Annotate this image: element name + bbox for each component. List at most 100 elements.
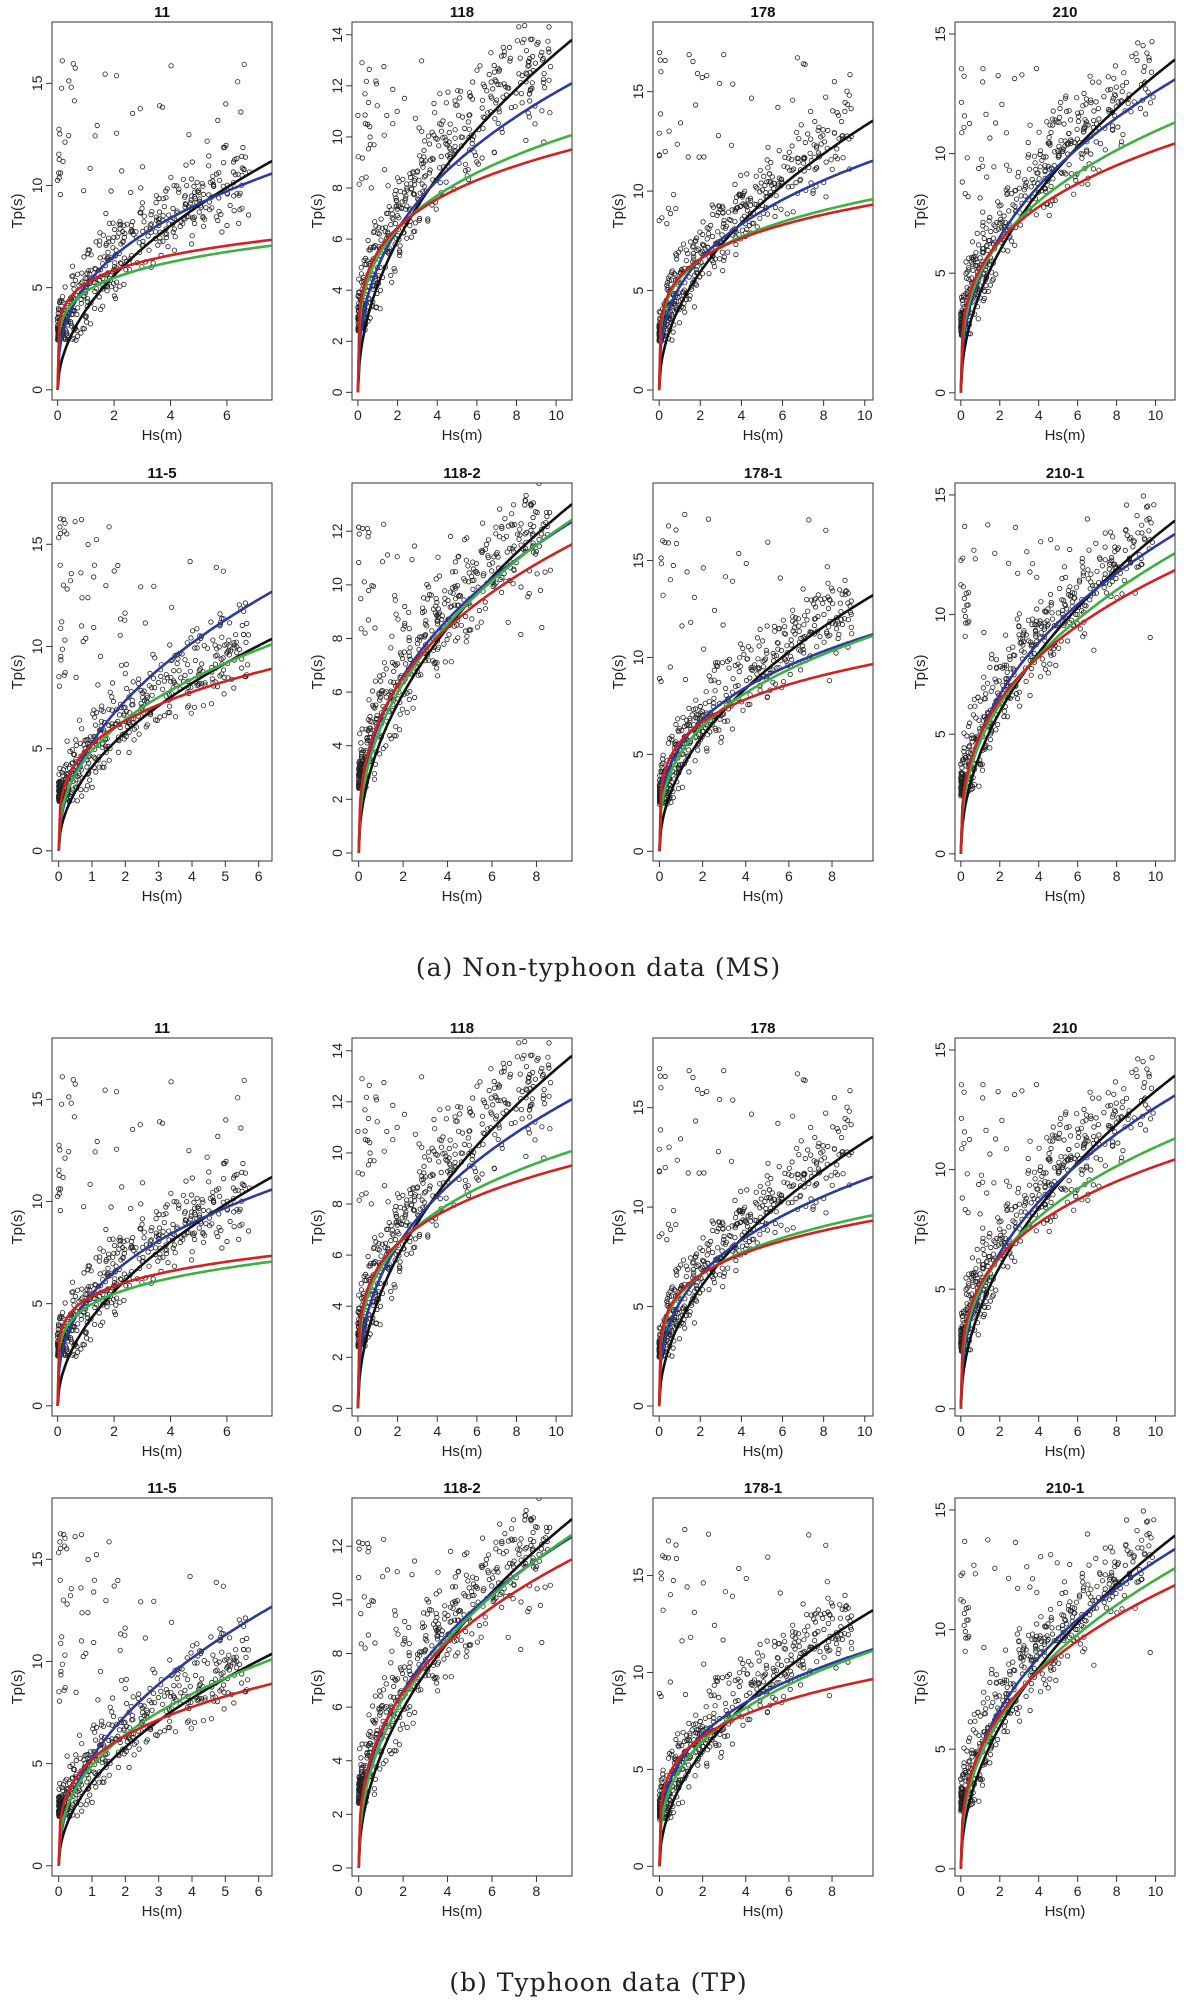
- data-point: [657, 131, 661, 135]
- data-point: [184, 163, 188, 167]
- data-point: [463, 162, 467, 166]
- plot-frame: [955, 483, 1175, 861]
- data-point: [363, 92, 367, 96]
- data-point: [356, 155, 360, 159]
- data-point: [189, 1217, 193, 1221]
- data-point: [506, 620, 510, 624]
- data-point: [171, 206, 175, 210]
- data-point: [1076, 119, 1080, 123]
- x-tick-label: 4: [738, 407, 746, 423]
- data-point: [739, 173, 743, 177]
- plot-frame: [955, 22, 1175, 400]
- data-point: [153, 230, 157, 234]
- data-point: [192, 190, 196, 194]
- data-point: [737, 551, 741, 555]
- data-point: [140, 1217, 144, 1221]
- data-point: [960, 131, 964, 135]
- y-tick-label: 0: [29, 386, 45, 394]
- data-point: [167, 213, 171, 217]
- data-point: [835, 147, 839, 151]
- data-point: [81, 639, 85, 643]
- data-point: [693, 759, 697, 763]
- plot-frame: [52, 22, 272, 400]
- data-point: [94, 537, 98, 541]
- x-axis-label: Hs(m): [743, 888, 784, 905]
- data-point: [544, 476, 548, 480]
- data-point: [62, 673, 66, 677]
- data-point: [971, 713, 975, 717]
- data-point: [150, 1226, 154, 1230]
- data-point: [80, 271, 84, 275]
- data-point: [529, 528, 533, 532]
- data-point: [104, 1227, 108, 1231]
- data-point: [462, 126, 466, 130]
- data-point: [154, 1216, 158, 1220]
- data-point: [166, 244, 170, 248]
- data-point: [400, 200, 404, 204]
- data-point: [698, 230, 702, 234]
- data-point: [1092, 109, 1096, 113]
- data-point: [1106, 88, 1110, 92]
- data-point: [193, 658, 197, 662]
- data-point: [668, 665, 672, 669]
- data-point: [712, 696, 716, 700]
- fit-curve-red: [660, 664, 874, 851]
- data-point: [546, 47, 550, 51]
- data-point: [981, 67, 985, 71]
- data-point: [220, 230, 224, 234]
- data-point: [110, 681, 114, 685]
- data-point: [503, 516, 507, 520]
- data-point: [1005, 670, 1009, 674]
- data-point: [201, 192, 205, 196]
- scatter-points: [356, 23, 553, 332]
- data-point: [1141, 494, 1145, 498]
- data-point: [720, 660, 724, 664]
- data-point: [1104, 591, 1108, 595]
- data-point: [838, 601, 842, 605]
- data-point: [729, 218, 733, 222]
- data-point: [824, 528, 828, 532]
- data-point: [1135, 58, 1139, 62]
- data-point: [666, 524, 670, 528]
- data-point: [129, 190, 133, 194]
- y-tick-label: 5: [932, 730, 948, 738]
- data-point: [524, 493, 528, 497]
- data-point: [63, 1301, 67, 1305]
- data-point: [384, 667, 388, 671]
- data-point: [1009, 239, 1013, 243]
- data-point: [222, 692, 226, 696]
- data-point: [978, 699, 982, 703]
- data-point: [694, 698, 698, 702]
- data-point: [173, 1251, 177, 1255]
- data-point: [1051, 109, 1055, 113]
- data-point: [494, 101, 498, 105]
- data-point: [481, 126, 485, 130]
- data-point: [971, 268, 975, 272]
- data-point: [685, 570, 689, 574]
- data-point: [119, 663, 123, 667]
- data-point: [198, 667, 202, 671]
- data-point: [408, 224, 412, 228]
- data-point: [246, 1229, 250, 1233]
- data-point: [1089, 152, 1093, 156]
- data-point: [166, 1260, 170, 1264]
- data-point: [542, 71, 546, 75]
- data-point: [511, 503, 515, 507]
- data-point: [762, 174, 766, 178]
- data-point: [60, 620, 64, 624]
- data-point: [367, 67, 371, 71]
- data-point: [1147, 529, 1151, 533]
- data-point: [479, 620, 483, 624]
- data-point: [986, 523, 990, 527]
- data-point: [1136, 41, 1140, 45]
- x-axis-label: Hs(m): [142, 1443, 183, 1460]
- data-point: [1108, 530, 1112, 534]
- data-point: [236, 80, 240, 84]
- data-point: [691, 59, 695, 63]
- x-tick-label: 10: [548, 407, 564, 423]
- fit-curve-black: [358, 40, 572, 393]
- data-point: [171, 230, 175, 234]
- data-point: [1048, 662, 1052, 666]
